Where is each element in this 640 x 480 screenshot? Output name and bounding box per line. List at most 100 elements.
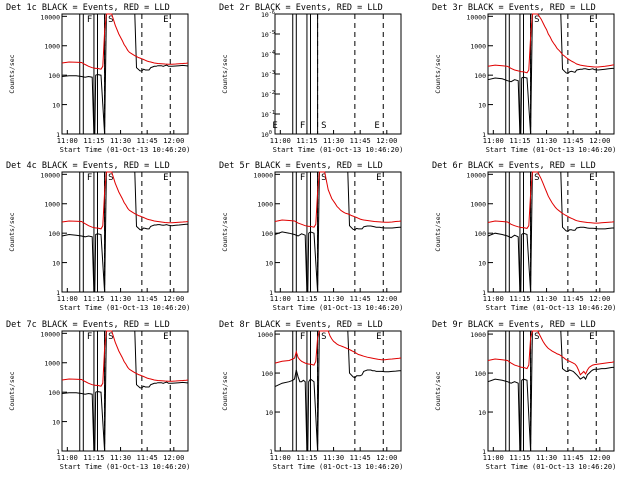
y-tick-label: 10 — [478, 102, 486, 110]
x-tick-label: 11:45 — [137, 295, 158, 303]
panel-det-2: Det 2r BLACK = Events, RED = LLD 100 10-1 1… — [219, 3, 403, 154]
x-axis-label: Start Time (01-Oct-13 10:46:20) — [273, 146, 404, 154]
y-tick-label: 10-3 — [261, 70, 275, 79]
y-tick-label: 10-1 — [261, 110, 275, 119]
x-tick-label: 12:00 — [376, 295, 397, 303]
y-tick-label: 100 — [261, 130, 272, 139]
y-tick-label: 1 — [482, 448, 486, 456]
x-tick-label: 12:00 — [376, 137, 397, 145]
series-events — [274, 171, 401, 293]
marker-label-s: S — [534, 332, 539, 342]
series-events — [487, 171, 614, 293]
y-tick-label: 10-2 — [261, 90, 275, 99]
series-events — [61, 13, 189, 135]
panel-det-9: Det 9r BLACK = Events, RED = LLD 1 10 100 10… — [432, 320, 616, 471]
y-tick-label: 10 — [265, 409, 273, 417]
x-tick-label: 11:15 — [83, 137, 104, 145]
y-tick-label: 10 — [52, 102, 60, 110]
y-tick-label: 1 — [269, 448, 273, 456]
x-tick-label: 11:30 — [110, 137, 131, 145]
series-lld — [487, 171, 615, 229]
y-tick-label: 1 — [56, 448, 60, 456]
x-tick-label: 11:00 — [483, 454, 504, 462]
y-tick-label: 10 — [265, 260, 273, 268]
y-tick-label: 1000 — [470, 201, 486, 209]
marker-label-e: E — [272, 121, 277, 131]
y-tick-label: 1 — [56, 131, 60, 139]
y-tick-label: 10 — [478, 409, 486, 417]
y-tick-label: 1 — [482, 289, 486, 297]
marker-label-e: E — [376, 173, 381, 183]
x-tick-label: 12:00 — [163, 454, 184, 462]
y-tick-label: 1 — [56, 289, 60, 297]
marker-label-s: S — [321, 121, 326, 131]
x-axis-label: Start Time (01-Oct-13 10:46:20) — [60, 463, 191, 471]
y-tick-label: 10000 — [40, 171, 60, 179]
x-axis-label: Start Time (01-Oct-13 10:46:20) — [60, 146, 191, 154]
y-tick-label: 10000 — [40, 13, 60, 21]
x-tick-label: 11:45 — [137, 454, 158, 462]
y-axis-label: Counts/sec — [221, 212, 229, 251]
x-tick-label: 11:00 — [57, 454, 78, 462]
marker-label-f: F — [87, 332, 92, 342]
y-tick-label: 100 — [261, 370, 273, 378]
x-tick-label: 11:45 — [350, 295, 371, 303]
y-tick-label: 1 — [269, 289, 273, 297]
y-axis-label: Counts/sec — [221, 371, 229, 410]
x-tick-label: 12:00 — [589, 454, 610, 462]
y-axis-label: Counts/sec — [8, 371, 16, 410]
y-tick-label: 100 — [261, 230, 273, 238]
y-tick-label: 100 — [48, 230, 60, 238]
y-tick-label: 100 — [474, 72, 486, 80]
series-lld — [61, 171, 189, 230]
panel-det-8: Det 8r BLACK = Events, RED = LLD 1 10 100 10… — [219, 320, 403, 471]
x-axis-label: Start Time (01-Oct-13 10:46:20) — [486, 146, 617, 154]
x-tick-label: 11:30 — [323, 295, 344, 303]
y-axis-label: Counts/sec — [8, 212, 16, 251]
y-tick-label: 1000 — [470, 43, 486, 51]
series-lld — [487, 13, 615, 74]
x-tick-label: 11:30 — [536, 295, 557, 303]
x-tick-label: 11:15 — [83, 454, 104, 462]
y-tick-label: 1 — [482, 131, 486, 139]
panel-det-6: Det 6r BLACK = Events, RED = LLD 1 10 100 10… — [432, 161, 616, 312]
x-tick-label: 11:15 — [509, 137, 530, 145]
x-tick-label: 11:30 — [536, 454, 557, 462]
x-tick-label: 11:00 — [483, 295, 504, 303]
panel-title: Det 1c BLACK = Events, RED = LLD — [6, 3, 170, 13]
marker-label-s: S — [108, 173, 113, 183]
y-tick-label: 10000 — [466, 13, 486, 21]
x-tick-label: 11:15 — [296, 137, 317, 145]
marker-label-f: F — [87, 173, 92, 183]
marker-label-e: E — [374, 121, 379, 131]
x-axis-label: Start Time (01-Oct-13 10:46:20) — [273, 463, 404, 471]
y-axis-label: Counts/sec — [434, 371, 442, 410]
y-tick-label: 100 — [48, 389, 60, 397]
panel-det-7: Det 7c BLACK = Events, RED = LLD 1 10 100 10… — [6, 320, 190, 471]
panel-title: Det 2r BLACK = Events, RED = LLD — [219, 3, 383, 13]
x-tick-label: 11:45 — [563, 454, 584, 462]
series-events — [61, 330, 189, 452]
panel-det-4: Det 4c BLACK = Events, RED = LLD 1 10 100 10… — [6, 161, 190, 312]
x-tick-label: 11:15 — [296, 454, 317, 462]
x-tick-label: 11:30 — [536, 137, 557, 145]
x-tick-label: 11:30 — [323, 454, 344, 462]
panel-title: Det 9r BLACK = Events, RED = LLD — [432, 320, 596, 330]
marker-label-s: S — [108, 332, 113, 342]
x-axis-label: Start Time (01-Oct-13 10:46:20) — [486, 304, 617, 312]
panel-title: Det 3r BLACK = Events, RED = LLD — [432, 3, 596, 13]
series-events — [61, 171, 188, 293]
x-axis-label: Start Time (01-Oct-13 10:46:20) — [486, 463, 617, 471]
marker-label-s: S — [534, 15, 539, 25]
y-axis-label: Counts/sec — [434, 212, 442, 251]
x-tick-label: 11:00 — [57, 137, 78, 145]
panel-det-5: Det 5r BLACK = Events, RED = LLD 1 10 100 10… — [219, 161, 403, 312]
series-lld — [487, 330, 615, 376]
x-tick-label: 11:45 — [350, 137, 371, 145]
x-tick-label: 11:00 — [270, 137, 291, 145]
y-axis-label: Counts/sec — [221, 54, 229, 93]
y-tick-label: 1000 — [257, 201, 273, 209]
y-tick-label: 100 — [48, 72, 60, 80]
marker-label-e: E — [589, 332, 594, 342]
marker-label-s: S — [534, 173, 539, 183]
